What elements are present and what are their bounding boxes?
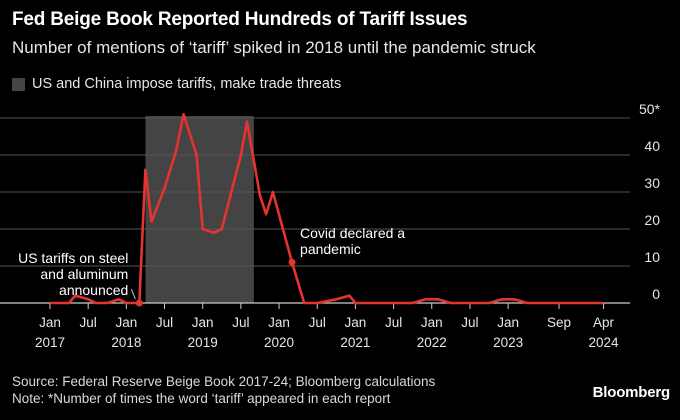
x-tick-label: Jan [268,315,290,330]
y-tick-label: 10 [644,249,660,265]
series-line [50,113,604,305]
x-tick-year-label: 2022 [417,335,447,350]
x-tick-year-label: 2021 [340,335,370,350]
shaded-period-layer [145,116,254,303]
x-tick-label: Jul [461,315,478,330]
x-tick-label: Jul [385,315,402,330]
x-tick-year-label: 2018 [111,335,141,350]
y-tick-label: 40 [644,138,660,154]
x-tick-year-label: 2023 [493,335,523,350]
shaded-period [145,116,254,303]
y-axis-ticks: 0 10 20 30 40 50* [639,101,661,302]
x-tick-label: Apr [593,315,615,330]
annotation-label: Covid declared a [300,225,405,241]
x-tick-label: Jul [80,315,97,330]
x-tick-label: Jan [115,315,137,330]
x-tick-year-label: 2020 [264,335,294,350]
annotation-label: pandemic [300,241,361,257]
chart-subtitle: Number of mentions of ‘tariff’ spiked in… [12,38,536,57]
annotation-marker [135,299,143,307]
chart-title: Fed Beige Book Reported Hundreds of Tari… [12,9,468,30]
y-tick-label: 50* [639,101,661,117]
x-tick-label: Jul [309,315,326,330]
legend: US and China impose tariffs, make trade … [12,76,341,92]
annotation-label: and aluminum [40,266,128,282]
x-axis-ticks: Jan 2017 Jul Jan 2018 Jul Jan 2019 Jul Jan 2020 Jul… [35,303,619,350]
footnote: Note: *Number of times the word ‘tariff’… [12,391,391,406]
x-tick-label: Sep [547,315,571,330]
y-tick-label: 30 [644,175,660,191]
x-tick-label: Jan [421,315,443,330]
bloomberg-logo: Bloomberg [592,384,671,401]
legend-label-shade: US and China impose tariffs, make trade … [32,76,342,92]
x-tick-year-label: 2019 [188,335,218,350]
x-tick-label: Jan [39,315,61,330]
source-note: Source: Federal Reserve Beige Book 2017-… [12,374,436,389]
y-tick-label: 0 [652,286,660,302]
x-tick-label: Jul [156,315,173,330]
legend-swatch-shade [12,77,25,91]
annotation-label: announced [59,282,128,298]
x-tick-label: Jul [232,315,249,330]
x-tick-year-label: 2017 [35,335,65,350]
series-layer [50,113,604,305]
x-tick-label: Jan [345,315,367,330]
x-tick-label: Jan [192,315,214,330]
x-tick-year-label: 2024 [589,335,620,350]
x-tick-label: Jan [497,315,519,330]
annotation-leader [130,288,136,300]
annotation-label: US tariffs on steel [18,250,128,266]
y-tick-label: 20 [644,212,660,228]
annotation-marker [288,258,296,266]
